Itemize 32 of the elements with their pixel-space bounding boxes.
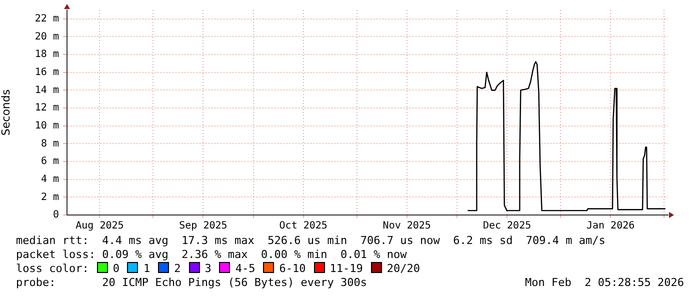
y-axis-title: Seconds xyxy=(0,89,12,136)
x-tick-label: Jan 2026 xyxy=(586,220,635,232)
legend-label: 3 xyxy=(204,262,212,275)
legend-label: 2 xyxy=(174,262,181,275)
text: packet loss: 0.09 % avg 2.36 % max 0.00 % min 0.01 % now xyxy=(16,248,408,262)
legend-label: 11-19 xyxy=(330,262,363,275)
y-tick-label: 20 m xyxy=(34,31,59,42)
legend-label: 1 xyxy=(143,262,150,275)
x-tick-label: Sep 2025 xyxy=(179,220,228,232)
x-tick-label: Dec 2025 xyxy=(482,220,532,232)
text: median rtt: 4.4 ms avg 17.3 ms max 526.6 us min 706.7 us now 6.2 ms sd 709.4 m am/s xyxy=(16,234,606,248)
y-tick-label: 10 m xyxy=(34,120,59,132)
y-tick-label: 0 xyxy=(52,210,59,221)
legend-title: loss color: xyxy=(16,262,89,275)
y-tick-label: 18 m xyxy=(34,49,59,60)
legend-label: 6-10 xyxy=(279,262,306,275)
text: probe: 20 ICMP Echo Pings (56 Bytes) every 300s xyxy=(16,276,367,289)
y-tick-label: 4 m xyxy=(40,174,59,185)
x-tick-label: Nov 2025 xyxy=(382,220,431,232)
y-tick-label: 12 m xyxy=(34,102,59,114)
legend-label: 0 xyxy=(112,262,120,275)
legend-label: 20/20 xyxy=(386,262,420,275)
y-tick-label: 6 m xyxy=(40,156,59,168)
x-tick-label: Oct 2025 xyxy=(279,220,328,232)
legend-label: 4-5 xyxy=(235,262,256,275)
text: Mon Feb 2 05:28:55 2026 xyxy=(525,276,684,290)
x-tick-label: Aug 2025 xyxy=(76,220,124,232)
y-tick-label: 22 m xyxy=(34,14,59,25)
y-tick-label: 16 m xyxy=(34,66,59,78)
y-tick-label: 2 m xyxy=(40,192,59,203)
y-tick-label: 14 m xyxy=(34,84,59,96)
y-tick-label: 8 m xyxy=(40,138,59,150)
